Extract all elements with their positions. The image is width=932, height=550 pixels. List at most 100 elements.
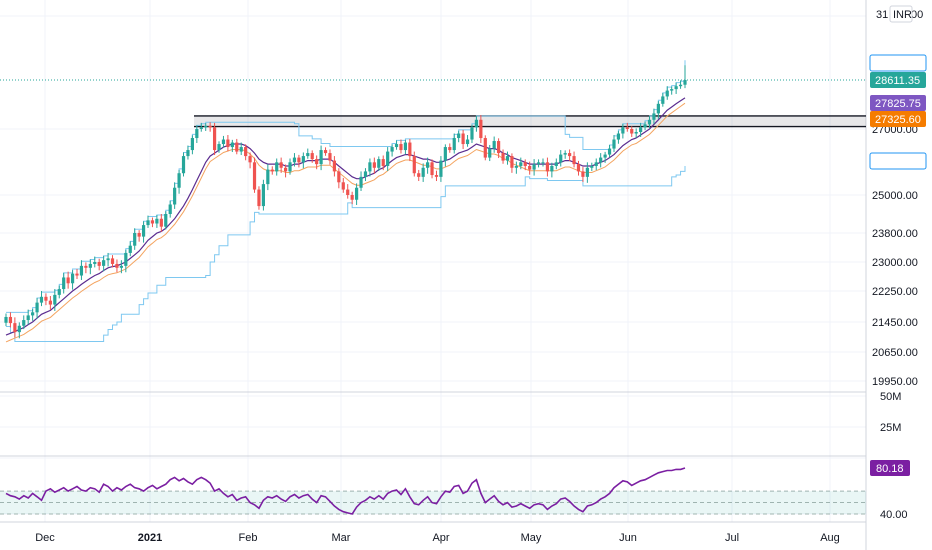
candle-body <box>62 277 66 290</box>
price-tick-label: 19950.00 <box>872 376 918 388</box>
candle-body <box>532 164 536 170</box>
price-badge-label: 28611.35 <box>875 75 920 87</box>
candle-body <box>394 144 399 148</box>
candle-body <box>35 302 39 313</box>
candle-body <box>102 260 106 266</box>
candle-body <box>585 167 589 177</box>
candle-body <box>639 127 643 133</box>
candle-body <box>8 316 13 324</box>
candle-body <box>439 160 443 177</box>
candle-body <box>199 127 203 129</box>
candle-body <box>568 153 572 157</box>
candle-body <box>288 162 292 172</box>
candle-body <box>190 138 194 151</box>
candle-body <box>519 162 523 166</box>
x-tick-label: Aug <box>820 532 840 544</box>
candle-body <box>133 233 137 246</box>
price-badge-label: 28714.60 <box>875 58 921 70</box>
candle-body <box>576 164 581 172</box>
candle-body <box>275 162 279 172</box>
candle-body <box>310 153 314 160</box>
price-badge-box <box>870 72 926 88</box>
candle-body <box>434 175 439 177</box>
candle-body <box>510 156 514 168</box>
candle-body <box>204 125 208 128</box>
candle-body <box>266 169 270 185</box>
candles <box>4 65 687 339</box>
candle-body <box>110 258 115 264</box>
x-tick-label: Jun <box>619 532 637 544</box>
price-tick-label: 21450.00 <box>872 317 918 329</box>
price-badge-label: 25936.60 <box>875 156 921 168</box>
candle-body <box>106 258 110 261</box>
candle-body <box>150 220 155 224</box>
candle-body <box>57 289 61 295</box>
purple-ma-line <box>5 97 686 336</box>
price-badge-box <box>870 111 926 127</box>
candle-body <box>372 162 376 168</box>
candle-body <box>221 139 226 145</box>
candle-body <box>634 132 638 134</box>
candle-body <box>279 162 283 168</box>
resistance-zone <box>194 115 866 128</box>
candle-body <box>328 153 332 161</box>
candle-body <box>545 162 550 172</box>
candle-body <box>421 167 425 177</box>
candle-body <box>390 147 394 152</box>
candle-body <box>563 153 567 155</box>
volume-panel: 50M 25M <box>880 391 901 434</box>
price-badge-box <box>870 95 926 111</box>
candle-body <box>79 265 84 276</box>
candle-body <box>173 187 177 205</box>
candle-body <box>470 127 474 140</box>
grid-lines <box>0 0 867 550</box>
candle-body <box>141 225 146 237</box>
candle-body <box>350 195 354 200</box>
candle-body <box>590 165 594 168</box>
candle-body <box>31 312 35 316</box>
candle-body <box>670 89 674 91</box>
candle-body <box>488 148 492 158</box>
currency-box <box>889 5 913 23</box>
candle-body <box>186 150 190 157</box>
candle-body <box>146 220 150 226</box>
x-axis: Dec 2021 Feb Mar Apr May Jun Jul Aug <box>35 532 840 544</box>
candle-body <box>683 80 687 85</box>
oscillator-line <box>5 467 686 515</box>
candle-body <box>497 141 501 154</box>
candle-body <box>226 139 230 148</box>
price-badge-box <box>869 54 927 72</box>
candle-body <box>448 147 452 151</box>
oscillator-panel: 40.00 80.18 <box>0 460 910 521</box>
candle-body <box>536 162 541 165</box>
candle-body <box>84 265 88 268</box>
orange-ma-path <box>5 102 686 343</box>
candle-body <box>665 90 669 97</box>
candle-body <box>93 262 97 264</box>
candle-body <box>26 315 30 321</box>
price-tick-label: 20650.00 <box>872 347 918 359</box>
candle-body <box>177 173 181 188</box>
candle-body <box>323 150 328 154</box>
oscillator-value-label: 80.18 <box>876 463 904 475</box>
candle-body <box>514 165 518 168</box>
top-tick-label: 31 <box>876 9 888 21</box>
candle-body <box>399 144 403 151</box>
candle-body <box>306 153 310 157</box>
candle-body <box>465 139 470 145</box>
candle-body <box>616 133 621 140</box>
price-tick-label: 23800.00 <box>872 228 918 240</box>
volume-tick-label: 50M <box>880 391 901 403</box>
x-tick-label: Jul <box>725 532 739 544</box>
candle-body <box>572 156 576 165</box>
candle-body <box>461 133 465 145</box>
lower-band-path <box>6 165 686 342</box>
candle-body <box>341 182 345 190</box>
candle-body <box>354 187 359 200</box>
oscillator-value-badge <box>870 460 910 476</box>
price-tick-label: 23000.00 <box>872 257 918 269</box>
candle-body <box>621 127 625 134</box>
candle-body <box>443 147 447 161</box>
candle-body <box>13 323 17 333</box>
